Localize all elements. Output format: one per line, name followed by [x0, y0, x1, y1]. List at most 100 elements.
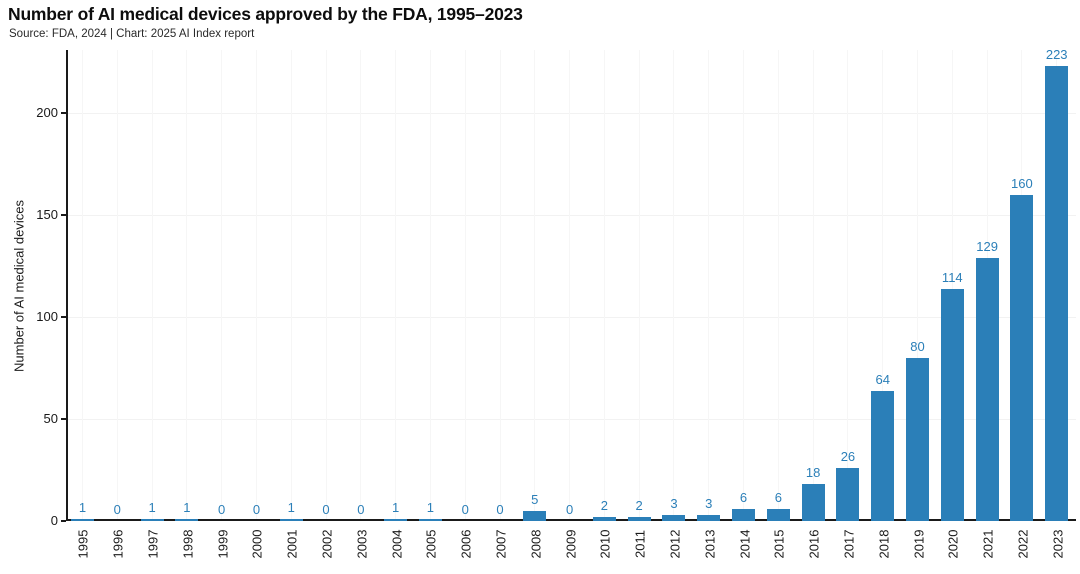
bar-1995	[70, 518, 94, 521]
value-label-2011: 2	[635, 497, 643, 513]
bar-2012	[662, 514, 686, 521]
value-label-2016: 18	[805, 465, 821, 481]
vertical-gridline	[499, 50, 501, 519]
y-tick-mark	[61, 112, 66, 115]
y-tick-label: 100	[36, 309, 58, 325]
value-label-1995: 1	[78, 499, 87, 515]
x-tick-label-1995: 1995	[75, 529, 91, 559]
value-label-2003: 0	[357, 502, 365, 517]
y-tick-mark	[61, 520, 66, 522]
value-label-2012: 3	[670, 495, 678, 511]
x-tick-label-2002: 2002	[319, 529, 335, 559]
value-label-1998: 1	[183, 499, 191, 515]
y-axis-spine	[66, 50, 68, 521]
bar-2014	[732, 508, 756, 521]
x-tick-label-2008: 2008	[528, 529, 544, 559]
bar-2022	[1010, 194, 1034, 521]
y-tick-mark	[61, 418, 66, 421]
horizontal-gridline	[68, 214, 1076, 216]
value-label-2005: 1	[426, 499, 435, 515]
bar-2018	[871, 390, 895, 521]
y-tick-mark	[61, 214, 66, 217]
bar-2021	[975, 257, 999, 521]
bar-2008	[523, 510, 547, 521]
x-tick-label-2006: 2006	[458, 529, 474, 559]
bar-2004	[384, 518, 408, 521]
horizontal-gridline	[68, 418, 1076, 420]
value-label-2001: 1	[287, 499, 295, 515]
bar-2005	[418, 518, 442, 521]
value-label-2002: 0	[322, 502, 330, 517]
vertical-gridline	[534, 50, 536, 519]
horizontal-gridline	[68, 316, 1076, 318]
bar-1997	[140, 518, 164, 521]
x-tick-label-2023: 2023	[1050, 529, 1066, 559]
x-tick-label-2009: 2009	[563, 529, 579, 559]
value-label-1996: 0	[113, 502, 121, 517]
vertical-gridline	[882, 50, 884, 519]
value-label-1999: 0	[218, 502, 226, 517]
x-tick-label-1998: 1998	[180, 529, 196, 559]
x-tick-label-1999: 1999	[215, 529, 231, 559]
x-tick-label-2022: 2022	[1015, 529, 1031, 559]
vertical-gridline	[429, 50, 431, 519]
vertical-gridline	[325, 50, 327, 519]
bar-1998	[175, 518, 199, 521]
x-tick-label-2012: 2012	[667, 529, 683, 559]
x-tick-label-1996: 1996	[110, 529, 126, 559]
y-tick-label: 150	[36, 207, 58, 223]
x-tick-label-2004: 2004	[389, 529, 405, 559]
x-tick-label-2001: 2001	[284, 529, 300, 559]
value-label-2023: 223	[1045, 47, 1068, 63]
x-tick-label-2000: 2000	[249, 529, 265, 559]
value-label-2015: 6	[774, 489, 782, 505]
value-label-2004: 1	[391, 499, 400, 515]
x-tick-label-2015: 2015	[771, 529, 787, 559]
vertical-gridline	[186, 50, 188, 519]
chart-title: Number of AI medical devices approved by…	[8, 4, 523, 24]
vertical-gridline	[638, 50, 640, 519]
x-tick-label-2014: 2014	[737, 529, 753, 559]
vertical-gridline	[917, 50, 919, 519]
bar-2010	[592, 516, 616, 521]
vertical-gridline	[151, 50, 153, 519]
x-tick-label-2010: 2010	[597, 529, 613, 559]
x-tick-label-2013: 2013	[702, 529, 718, 559]
vertical-gridline	[777, 50, 779, 519]
y-tick-label: 0	[50, 513, 58, 528]
y-tick-label: 200	[36, 105, 58, 121]
vertical-gridline	[116, 50, 118, 519]
vertical-gridline	[673, 50, 675, 519]
x-tick-label-2017: 2017	[841, 529, 857, 559]
vertical-gridline	[290, 50, 292, 519]
x-tick-label-2007: 2007	[493, 529, 509, 559]
bar-2011	[627, 516, 651, 521]
value-label-2018: 64	[875, 371, 890, 387]
vertical-gridline	[569, 50, 571, 519]
chart-source-caption: Source: FDA, 2024 | Chart: 2025 AI Index…	[9, 28, 255, 40]
value-label-1997: 1	[148, 499, 156, 515]
x-tick-label-2003: 2003	[354, 529, 370, 559]
vertical-gridline	[847, 50, 849, 519]
bar-2013	[697, 514, 721, 521]
value-label-2020: 114	[941, 269, 963, 285]
value-label-2019: 80	[910, 338, 925, 354]
x-axis-spine	[66, 519, 1076, 521]
value-label-2006: 0	[461, 502, 469, 517]
value-label-2008: 5	[531, 491, 539, 507]
vertical-gridline	[708, 50, 710, 519]
vertical-gridline	[81, 50, 83, 519]
value-label-2017: 26	[840, 448, 856, 464]
bar-2016	[801, 484, 825, 521]
value-label-2007: 0	[496, 502, 504, 517]
value-label-2021: 129	[976, 238, 998, 254]
y-axis-title: Number of AI medical devices	[11, 200, 27, 372]
x-tick-label-2016: 2016	[806, 529, 822, 559]
vertical-gridline	[464, 50, 466, 519]
x-tick-label-2019: 2019	[911, 529, 927, 559]
value-label-2014: 6	[739, 489, 748, 505]
bar-2020	[940, 288, 964, 521]
vertical-gridline	[221, 50, 223, 519]
value-label-2013: 3	[705, 495, 713, 511]
